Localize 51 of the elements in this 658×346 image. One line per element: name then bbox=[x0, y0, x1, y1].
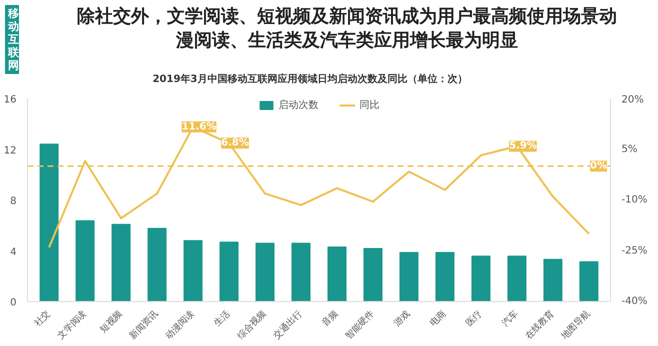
x-tick-label: 生活 bbox=[212, 308, 233, 329]
y-tick-label: 4 bbox=[10, 246, 17, 258]
data-label: 11.6% bbox=[182, 121, 216, 132]
x-tick-label: 动漫阅读 bbox=[163, 308, 197, 342]
y-tick-label: 8 bbox=[10, 196, 17, 207]
legend-label: 启动次数 bbox=[278, 98, 318, 112]
y-tick-label: 12 bbox=[4, 145, 17, 156]
bar bbox=[507, 256, 526, 302]
x-tick-label: 短视频 bbox=[98, 308, 125, 336]
bar bbox=[256, 242, 275, 302]
x-tick-label: 交通出行 bbox=[271, 308, 305, 342]
bar bbox=[112, 224, 131, 302]
bar bbox=[220, 242, 239, 302]
y2-tick-label: -25% bbox=[622, 245, 648, 256]
x-tick-label: 社交 bbox=[32, 308, 53, 329]
x-tick-label: 综合视频 bbox=[235, 308, 269, 342]
chart-title: 除社交外，文学阅读、短视频及新闻资讯成为用户最高频使用场景动漫阅读、生活类及汽车类应用增长最为明显 bbox=[77, 5, 617, 53]
x-tick-label: 音频 bbox=[320, 308, 341, 329]
y2-tick-label: -40% bbox=[622, 296, 648, 307]
y-tick-label: 16 bbox=[4, 94, 17, 106]
bar bbox=[76, 220, 95, 302]
x-tick-label: 医疗 bbox=[464, 308, 484, 329]
bar bbox=[292, 242, 311, 302]
bar bbox=[435, 252, 454, 302]
section-tab: 移动互联网 bbox=[5, 5, 19, 74]
legend-label: 同比 bbox=[360, 98, 380, 112]
x-tick-label: 汽车 bbox=[500, 308, 520, 329]
ref-line-label: 0% bbox=[590, 160, 607, 172]
bar bbox=[40, 144, 59, 302]
data-label: 6.8% bbox=[221, 138, 249, 149]
x-tick-label: 游戏 bbox=[392, 308, 413, 329]
y2-tick-label: 20% bbox=[622, 94, 644, 106]
bar bbox=[579, 261, 598, 302]
chart-subtitle: 2019年3月中国移动互联网应用领域日均启动次数及同比（单位：次） bbox=[152, 73, 468, 87]
x-tick-label: 地图导航 bbox=[558, 308, 592, 342]
bar bbox=[399, 252, 418, 302]
x-tick-label: 文学阅读 bbox=[55, 308, 89, 342]
bar bbox=[363, 248, 382, 302]
bar bbox=[184, 240, 203, 302]
y2-tick-label: -10% bbox=[622, 194, 648, 206]
x-tick-label: 智能硬件 bbox=[343, 308, 377, 342]
bar bbox=[543, 258, 562, 302]
bar bbox=[148, 228, 167, 302]
data-label: 5.9% bbox=[509, 140, 537, 152]
x-tick-label: 电商 bbox=[428, 308, 448, 329]
x-tick-label: 在线教育 bbox=[523, 308, 556, 342]
bar bbox=[327, 246, 346, 302]
y2-tick-label: 5% bbox=[622, 144, 638, 155]
y-tick-label: 0 bbox=[10, 298, 17, 308]
bar bbox=[471, 256, 490, 302]
x-tick-label: 新闻资讯 bbox=[127, 308, 161, 342]
